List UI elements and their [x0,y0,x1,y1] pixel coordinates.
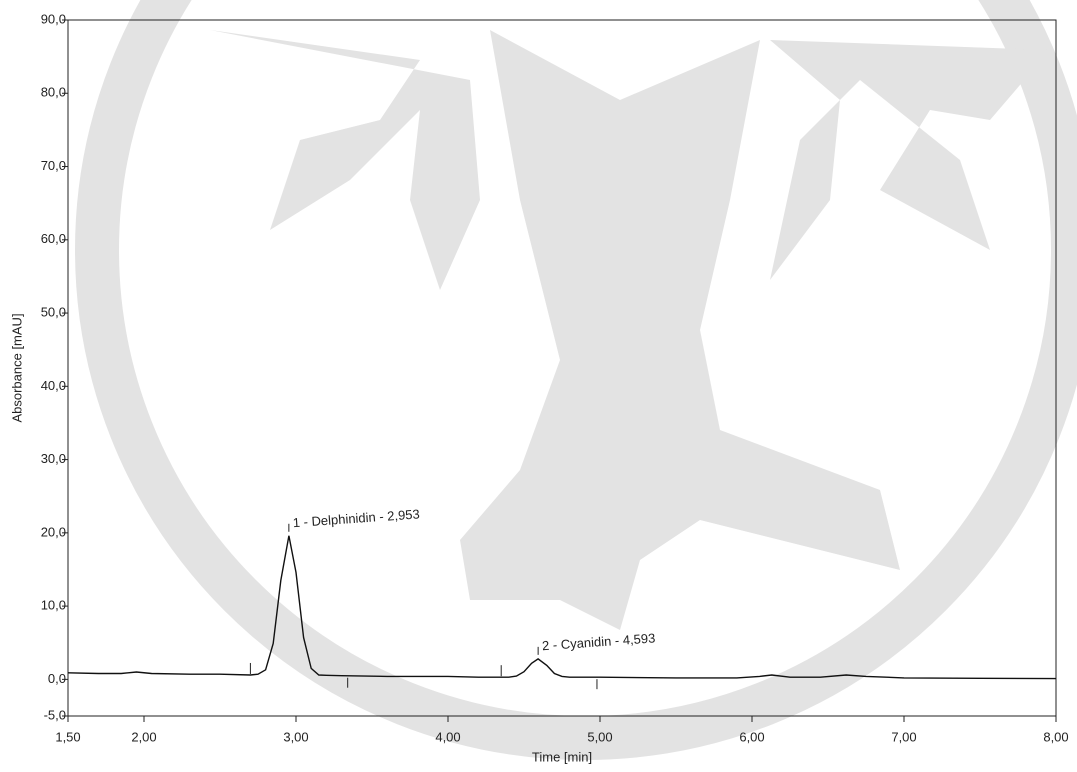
y-tick-label: 80,0 [41,85,66,100]
watermark-leaves-right [770,40,1050,280]
watermark-tree [460,30,900,630]
y-tick-label: -5,0 [44,707,66,722]
y-tick-label: 10,0 [41,598,66,613]
y-tick-label: 40,0 [41,378,66,393]
x-tick-label: 3,00 [283,729,308,744]
y-axis-title: Absorbance [mAU] [9,313,24,422]
peak-label: 1 - Delphinidin - 2,953 [292,506,420,530]
y-tick-label: 20,0 [41,524,66,539]
x-tick-label: 6,00 [739,729,764,744]
x-tick-label: 1,50 [55,729,80,744]
y-tick-label: 90,0 [41,11,66,26]
x-tick-label: 8,00 [1043,729,1068,744]
x-tick-label: 7,00 [891,729,916,744]
y-tick-label: 50,0 [41,304,66,319]
y-tick-label: 70,0 [41,158,66,173]
watermark-ring [75,0,1077,760]
x-axis-title: Time [min] [532,749,592,764]
y-tick-label: 30,0 [41,451,66,466]
y-tick-label: 60,0 [41,231,66,246]
x-tick-label: 5,00 [587,729,612,744]
x-tick-label: 4,00 [435,729,460,744]
watermark-leaves-left [210,30,480,290]
peak-label: 2 - Cyanidin - 4,593 [542,630,656,653]
plot-frame [67,19,1057,717]
y-tick-label: 0,0 [48,671,66,686]
watermark [75,0,1077,760]
trace [67,535,1057,680]
x-tick-label: 2,00 [131,729,156,744]
